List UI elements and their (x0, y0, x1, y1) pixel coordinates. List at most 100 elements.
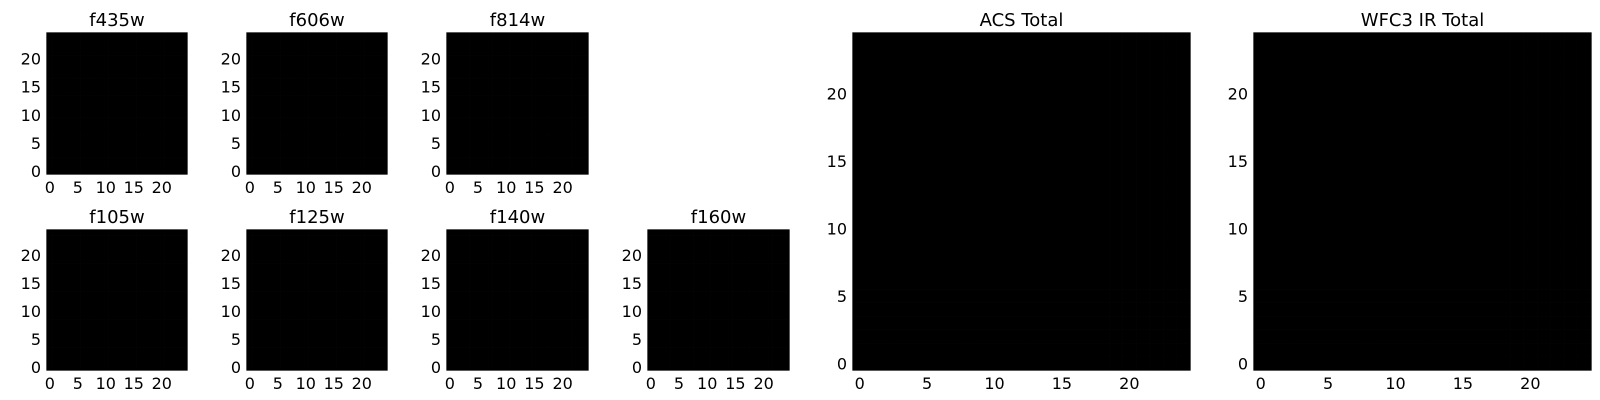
x-tick-label: 5 (473, 178, 483, 197)
heatmap-cell (136, 336, 143, 343)
heatmap-cell (492, 325, 499, 332)
heatmap-cell (676, 319, 683, 326)
heatmap-cell (509, 78, 516, 85)
heatmap-cell (766, 246, 773, 253)
heatmap-cell (359, 106, 365, 113)
heatmap-cell (159, 140, 165, 147)
heatmap-cell (458, 33, 465, 39)
heatmap-cell (131, 347, 137, 354)
heatmap-cell (291, 128, 298, 135)
heatmap-cell (336, 246, 343, 253)
heatmap-cell (86, 358, 93, 365)
heatmap-cell (63, 157, 70, 164)
heatmap-cell (336, 157, 343, 164)
heatmap-cell (136, 297, 143, 304)
heatmap-cell (738, 325, 745, 332)
heatmap-cell (766, 336, 773, 343)
heatmap-cell (297, 134, 304, 141)
heatmap-cell (142, 241, 149, 248)
heatmap-cell (347, 95, 354, 102)
heatmap-cell (331, 157, 337, 164)
heatmap-cell (664, 358, 671, 365)
heatmap-cell (947, 221, 962, 236)
heatmap-cell (906, 167, 921, 182)
heatmap-cell (108, 72, 115, 79)
heatmap-cell (164, 95, 171, 102)
heatmap-cell (286, 145, 293, 152)
heatmap-cell (503, 336, 510, 343)
heatmap-cell (648, 258, 654, 264)
heatmap-cell (142, 291, 149, 298)
heatmap-cell (291, 140, 298, 147)
heatmap-cell (906, 194, 921, 209)
heatmap-cell (114, 280, 121, 287)
heatmap-cell (147, 89, 154, 96)
heatmap-cell (520, 353, 527, 360)
heatmap-cell (347, 38, 354, 45)
heatmap-cell (381, 44, 388, 51)
heatmap-cell (125, 66, 132, 73)
heatmap-cell (525, 123, 532, 130)
heatmap-cell (314, 100, 321, 107)
heatmap-cell (342, 157, 349, 164)
heatmap-cell (772, 286, 779, 292)
heatmap-cell (370, 33, 377, 39)
heatmap-cell (503, 78, 510, 85)
heatmap-cell (559, 325, 566, 332)
heatmap-cell (853, 343, 867, 357)
heatmap-cell (364, 157, 371, 164)
heatmap-cell (469, 347, 476, 354)
heatmap-cell (514, 83, 521, 90)
heatmap-cell (331, 100, 337, 107)
heatmap-cell (475, 38, 482, 45)
heatmap-cell (653, 336, 660, 343)
heatmap-cell (136, 78, 143, 85)
heatmap-cell (732, 314, 739, 320)
heatmap-cell (252, 246, 259, 253)
heatmap-cell (252, 314, 259, 320)
heatmap-cell (659, 358, 666, 365)
heatmap-cell (52, 269, 59, 276)
heatmap-cell (52, 72, 59, 79)
heatmap-cell (576, 55, 583, 62)
heatmap-cell (263, 55, 270, 62)
heatmap-cell (576, 263, 583, 270)
heatmap-cell (475, 145, 482, 152)
heatmap-cell (1095, 208, 1110, 223)
heatmap-cell (269, 38, 276, 45)
heatmap-cell (86, 241, 93, 248)
heatmap-cell (108, 258, 115, 264)
y-tick-label: 15 (21, 78, 41, 97)
heatmap-cell (565, 72, 572, 79)
heatmap-cell (480, 274, 487, 281)
heatmap-cell (308, 325, 315, 332)
heatmap-cell (142, 168, 149, 175)
heatmap-cell (136, 128, 143, 135)
heatmap-cell (303, 235, 309, 242)
heatmap-cell (353, 44, 360, 51)
heatmap-cell (542, 342, 549, 348)
heatmap-cell (336, 336, 343, 343)
heatmap-cell (749, 342, 756, 348)
heatmap-cell (559, 128, 566, 135)
heatmap-cell (571, 95, 578, 102)
heatmap-cell (131, 342, 137, 348)
heatmap-cell (52, 347, 59, 354)
heatmap-cell (554, 308, 561, 315)
heatmap-cell (760, 297, 767, 304)
heatmap-cell (670, 342, 677, 348)
heatmap-cell (1109, 194, 1123, 209)
heatmap-cell (525, 297, 532, 304)
heatmap-cell (514, 140, 521, 147)
heatmap-cell (175, 269, 182, 276)
heatmap-cell (531, 89, 538, 96)
heatmap-cell (91, 140, 98, 147)
heatmap-cell (480, 246, 487, 253)
heatmap-cell (136, 100, 143, 107)
heatmap-cell (1028, 248, 1043, 263)
heatmap-cell (375, 61, 382, 68)
heatmap-cell (452, 123, 459, 130)
heatmap-cell (565, 44, 572, 51)
heatmap-cell (743, 308, 750, 315)
